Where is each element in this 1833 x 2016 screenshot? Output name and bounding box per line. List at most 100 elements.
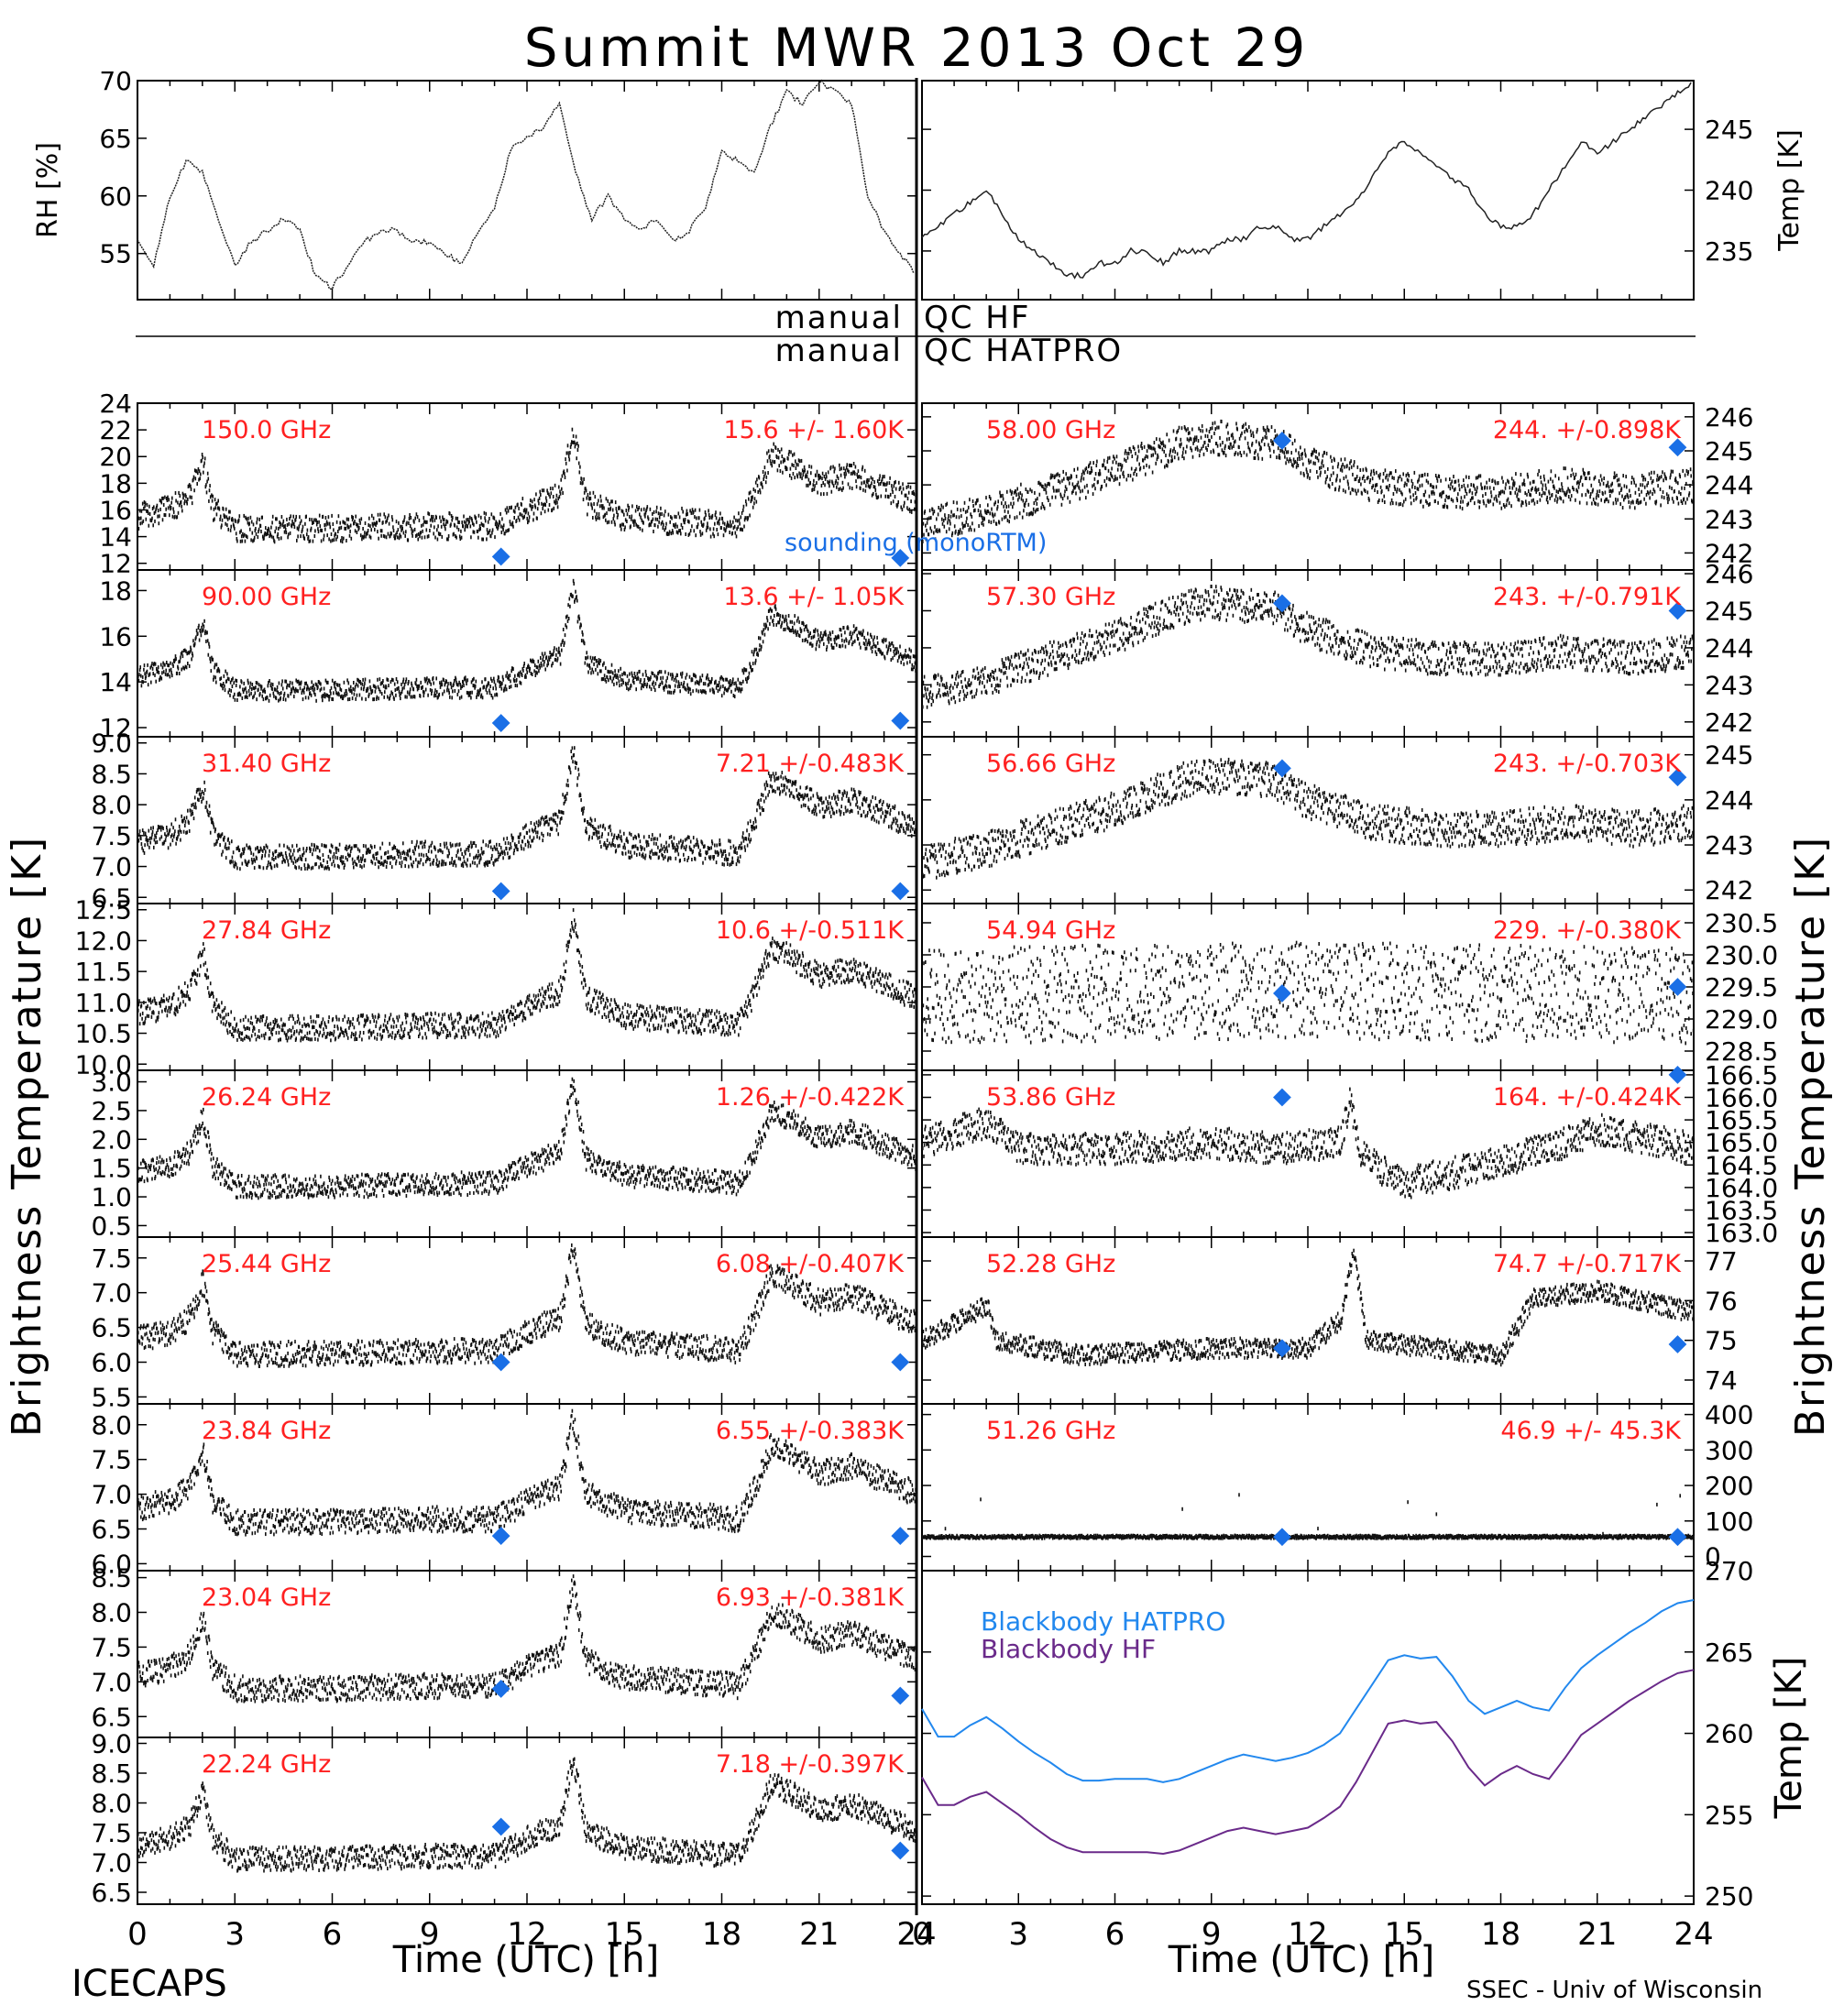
c31-scatter	[137, 746, 917, 871]
y-tick-label: 8.0	[91, 1789, 132, 1819]
chart-title: Summit MWR 2013 Oct 29	[524, 16, 1310, 79]
y-tick-label: 6.0	[91, 1549, 132, 1579]
sounding-marker	[891, 1841, 910, 1860]
sounding-marker	[1668, 1528, 1687, 1547]
bb-y-axis-label: Temp [K]	[1768, 1657, 1810, 1820]
y-tick-label: 2.5	[91, 1096, 132, 1126]
y-tick-label: 24	[99, 389, 132, 419]
legend-bb-hf: Blackbody HF	[981, 1634, 1156, 1664]
y-tick-label: 7.5	[91, 1244, 132, 1274]
sounding-marker	[1273, 594, 1291, 613]
y-tick-label: 400	[1705, 1400, 1753, 1430]
c150-scatter	[137, 427, 917, 544]
channel-label: 150.0 GHz	[202, 416, 331, 444]
y-tick-label: 242	[1705, 875, 1753, 905]
y-tick-label: 0.5	[91, 1211, 132, 1241]
y-tick-label: 8.0	[91, 790, 132, 820]
y-tick-label: 7.0	[91, 1667, 132, 1697]
y-tick-label: 300	[1705, 1435, 1753, 1465]
y-tick-label: 18	[99, 468, 132, 499]
y-tick-label: 230.0	[1705, 940, 1778, 970]
c54-scatter	[922, 940, 1695, 1046]
sounding-marker	[891, 548, 910, 567]
sounding-marker	[1273, 1088, 1291, 1107]
y-tick-label: 100	[1705, 1507, 1753, 1537]
y-tick-label: 16	[99, 621, 132, 652]
channel-label: 23.84 GHz	[202, 1417, 331, 1445]
y-tick-label: 6.5	[91, 1313, 132, 1343]
y-tick-label: 260	[1705, 1719, 1753, 1749]
rh-y-axis-label: RH [%]	[32, 142, 64, 238]
x-tick-label: 24	[896, 1916, 936, 1953]
sounding-marker	[1668, 768, 1687, 787]
y-tick-label: 2.0	[91, 1124, 132, 1155]
c22-scatter	[137, 1757, 917, 1873]
channel-label: 26.24 GHz	[202, 1083, 331, 1112]
y-tick-label: 12	[99, 549, 132, 579]
y-tick-label: 20	[99, 442, 132, 472]
y-tick-label: 8.0	[91, 1410, 132, 1441]
y-tick-label: 14	[99, 667, 132, 697]
y-tick-label: 10.0	[75, 1049, 132, 1079]
y-tick-label: 245	[1705, 596, 1753, 626]
channel-label: 22.24 GHz	[202, 1750, 331, 1779]
y-tick-label: 246	[1705, 402, 1753, 433]
y-tick-label: 55	[99, 239, 132, 269]
channel-stat: 229. +/-0.380K	[1493, 916, 1682, 945]
c53-scatter	[922, 1087, 1695, 1200]
y-tick-label: 3.0	[91, 1068, 132, 1098]
c56-scatter	[922, 757, 1695, 880]
footer-right: SSEC - Univ of Wisconsin	[1466, 1977, 1762, 2004]
y-tick-label: 22	[99, 415, 132, 445]
legend-bb-hatpro: Blackbody HATPRO	[981, 1606, 1225, 1637]
y-tick-label: 74	[1705, 1365, 1738, 1396]
qc-hf-left: manual	[775, 300, 903, 336]
y-tick-label: 164.5	[1705, 1150, 1778, 1180]
x-tick-label: 6	[1105, 1916, 1125, 1953]
x-tick-label: 18	[1481, 1916, 1520, 1953]
c57-scatter	[922, 585, 1695, 709]
y-tick-label: 228.5	[1705, 1036, 1778, 1067]
y-tick-label: 7.0	[91, 1848, 132, 1879]
x-tick-label: 12	[1288, 1916, 1327, 1953]
y-tick-label: 235	[1705, 236, 1753, 267]
y-tick-label: 0	[1705, 1542, 1721, 1572]
x-tick-label: 9	[420, 1916, 440, 1953]
qc-hf-right: QC HF	[924, 300, 1030, 336]
sounding-marker	[891, 1353, 910, 1372]
channel-stat: 10.6 +/-0.511K	[716, 916, 905, 945]
x-axis-label-left: Time (UTC) [h]	[392, 1939, 659, 1981]
sounding-marker	[491, 1527, 510, 1545]
y-tick-label: 243	[1705, 504, 1753, 534]
y-tick-label: 163.5	[1705, 1195, 1778, 1225]
rh-panel	[137, 80, 917, 301]
channel-label: 51.26 GHz	[986, 1417, 1115, 1445]
y-tick-label: 229.0	[1705, 1004, 1778, 1035]
channel-stat: 7.18 +/-0.397K	[716, 1750, 905, 1779]
c52-scatter	[922, 1248, 1695, 1367]
sounding-marker	[491, 547, 510, 566]
sounding-marker	[1273, 984, 1291, 1003]
channel-label: 53.86 GHz	[986, 1083, 1115, 1112]
channel-stat: 243. +/-0.703K	[1493, 750, 1682, 778]
y-tick-label: 8.5	[91, 1759, 132, 1789]
x-tick-label: 3	[225, 1916, 245, 1953]
channel-label: 52.28 GHz	[986, 1250, 1115, 1278]
sounding-marker	[1273, 759, 1291, 778]
y-tick-label: 9.0	[91, 1729, 132, 1759]
sounding-marker	[1668, 438, 1687, 457]
qc-labels: manual QC HF manual QC HATPRO	[136, 300, 1696, 369]
y-tick-label: 244	[1705, 470, 1753, 500]
channel-stat: 6.93 +/-0.381K	[716, 1583, 905, 1612]
c27-scatter	[137, 908, 917, 1043]
channel-stat: 46.9 +/- 45.3K	[1500, 1417, 1682, 1445]
channel-stat: 6.08 +/-0.407K	[716, 1250, 905, 1278]
x-tick-label: 21	[799, 1916, 839, 1953]
sounding-marker	[1668, 1066, 1687, 1084]
y-tick-label: 6.5	[91, 1702, 132, 1732]
x-tick-label: 0	[127, 1916, 148, 1953]
c90-scatter	[137, 578, 917, 703]
temp-panel	[921, 80, 1695, 301]
y-tick-label: 270	[1705, 1556, 1753, 1586]
y-tick-label: 7.5	[91, 1632, 132, 1662]
